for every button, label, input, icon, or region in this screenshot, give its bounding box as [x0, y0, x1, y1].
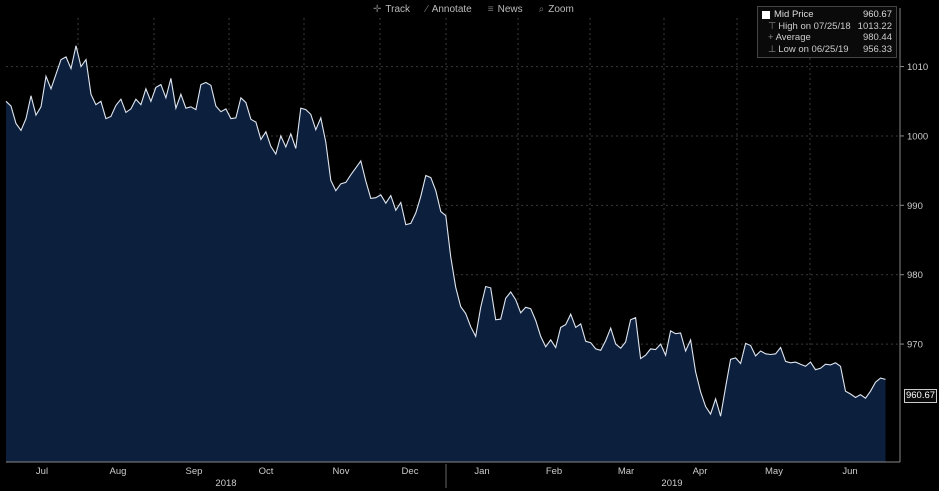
legend-average-label: Average — [775, 32, 811, 43]
toolbar-zoom-button[interactable]: ⌕ Zoom — [536, 2, 577, 16]
series-swatch — [762, 10, 770, 19]
x-month-label: Jun — [842, 466, 857, 477]
legend-low-value: 956.33 — [862, 43, 892, 55]
x-year-label: 2019 — [661, 478, 682, 489]
x-month-label: Aug — [110, 466, 127, 477]
x-year-label: 2018 — [215, 478, 236, 489]
low-icon: ⊥ — [768, 43, 777, 55]
zoom-icon: ⌕ — [538, 3, 545, 15]
track-icon: ✛ — [373, 3, 382, 15]
average-icon: + — [768, 32, 774, 43]
x-axis-ticks: Jul Aug Sep Oct Nov Dec Jan Feb Mar Apr May Jun 2018… — [36, 464, 858, 489]
toolbar-label: Track — [385, 3, 411, 15]
legend-high-value: 1013.22 — [857, 20, 892, 32]
x-month-label: Mar — [618, 466, 634, 477]
toolbar-label: Annotate — [431, 3, 472, 15]
price-area-fill — [6, 45, 886, 463]
toolbar-annotate-button[interactable]: ⁄ Annotate — [423, 2, 475, 16]
y-tick-label: 970 — [907, 340, 923, 351]
legend-average-value: 980.44 — [862, 32, 892, 43]
x-month-label: Sep — [186, 466, 203, 477]
x-month-label: Feb — [546, 466, 562, 477]
legend-box: Mid Price 960.67 ⊤ High on 07/25/18 1013.… — [757, 6, 897, 58]
legend-series-name: Mid Price — [774, 9, 814, 20]
y-tick-label: 1000 — [907, 131, 928, 142]
x-month-label: Dec — [402, 466, 419, 477]
legend-low-label: Low on 06/25/19 — [778, 43, 849, 55]
x-month-label: Oct — [259, 466, 274, 477]
x-month-label: Nov — [333, 466, 350, 477]
toolbar-label: News — [497, 3, 523, 15]
toolbar-track-button[interactable]: ✛ Track — [370, 2, 413, 16]
news-icon: ≡ — [487, 3, 494, 15]
last-price-tag: 960.67 — [904, 389, 937, 403]
legend-high-label: High on 07/25/18 — [778, 20, 851, 32]
y-tick-label: 980 — [907, 270, 923, 281]
x-month-label: Jul — [36, 466, 48, 477]
toolbar-news-button[interactable]: ≡ News — [485, 2, 526, 16]
y-axis-ticks: 970 980 990 1000 1010 — [900, 62, 928, 351]
annotate-icon: ⁄ — [426, 3, 428, 15]
x-month-label: Jan — [474, 466, 489, 477]
x-month-label: Apr — [693, 466, 708, 477]
price-line — [5, 45, 886, 417]
y-tick-label: 990 — [907, 201, 923, 212]
y-tick-label: 1010 — [907, 62, 928, 73]
high-icon: ⊤ — [768, 20, 777, 32]
toolbar-label: Zoom — [548, 3, 574, 15]
legend-series-value: 960.67 — [862, 9, 892, 20]
chart-toolbar: ✛ Track ⁄ Annotate ≡ News ⌕ Zoom — [370, 2, 577, 16]
x-month-label: May — [765, 466, 783, 477]
